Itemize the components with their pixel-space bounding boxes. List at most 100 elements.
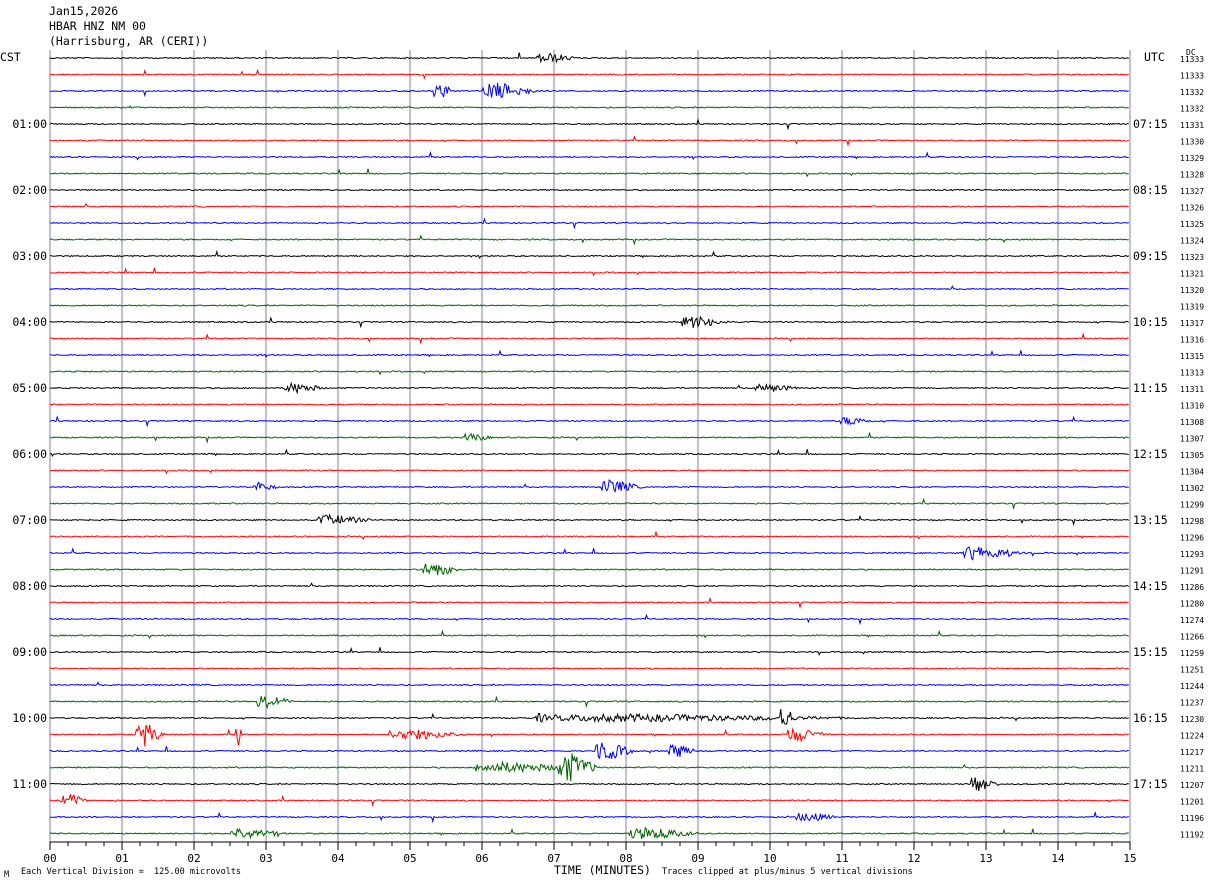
trace-27: [49, 479, 1129, 493]
trace-2: [49, 68, 1129, 80]
trace-1: [49, 52, 1130, 64]
dc-offset-label: 11207: [1180, 781, 1204, 790]
x-tick-label: 01: [115, 852, 128, 865]
trace-13: [50, 249, 1130, 260]
dc-offset-label: 11325: [1180, 220, 1204, 229]
trace-24: [49, 431, 1130, 444]
x-tick-label: 00: [43, 852, 56, 865]
utc-hour-label: 08:15: [1133, 183, 1168, 197]
trace-45: [49, 777, 1129, 791]
trace-23: [49, 415, 1129, 428]
dc-offset-label: 11308: [1180, 418, 1204, 427]
trace-30: [49, 530, 1129, 541]
dc-offset-label: 11296: [1180, 534, 1204, 543]
trace-8: [49, 168, 1129, 178]
trace-42: [49, 724, 1130, 747]
utc-hour-label: 13:15: [1133, 513, 1168, 527]
utc-hour-label: 12:15: [1133, 447, 1168, 461]
dc-offset-label: 11274: [1180, 616, 1204, 625]
trace-3: [49, 82, 1129, 99]
dc-offset-label: 11224: [1180, 732, 1204, 741]
trace-16: [49, 303, 1129, 307]
dc-offset-label: 11329: [1180, 154, 1204, 163]
dc-header-label: DC: [1186, 48, 1196, 57]
dc-offset-label: 11320: [1180, 286, 1204, 295]
trace-35: [49, 613, 1129, 626]
cst-hour-label: 02:00: [12, 183, 47, 197]
dc-offset-label: 11302: [1180, 484, 1204, 493]
dc-offset-label: 11327: [1180, 187, 1204, 196]
cst-hour-label: 08:00: [12, 579, 47, 593]
dc-offset-label: 11311: [1180, 385, 1204, 394]
utc-hour-label: 14:15: [1133, 579, 1168, 593]
trace-38: [49, 667, 1129, 670]
cst-hour-label: 05:00: [12, 381, 47, 395]
location-label: (Harrisburg, AR (CERI)): [49, 34, 209, 48]
cst-hour-label: 10:00: [12, 711, 47, 725]
trace-15: [49, 285, 1129, 291]
date-label: Jan15,2026: [49, 4, 119, 18]
dc-offset-label: 11331: [1180, 121, 1204, 130]
x-tick-label: 15: [1123, 852, 1136, 865]
dc-offset-label: 11323: [1180, 253, 1204, 262]
x-tick-label: 04: [331, 852, 345, 865]
seismic-traces: [49, 52, 1130, 840]
dc-offset-label: 11333: [1180, 55, 1204, 64]
trace-37: [49, 646, 1130, 656]
dc-offset-label: 11286: [1180, 583, 1204, 592]
x-axis-title: TIME (MINUTES): [554, 863, 651, 877]
cst-hour-label: 09:00: [12, 645, 47, 659]
x-tick-label: 05: [403, 852, 416, 865]
utc-hour-label: 17:15: [1133, 777, 1168, 791]
dc-offset-label: 11291: [1180, 567, 1204, 576]
trace-20: [49, 370, 1130, 376]
dc-offset-label: 11333: [1180, 72, 1204, 81]
dc-offset-label: 11321: [1180, 270, 1204, 279]
station-label: HBAR HNZ NM 00: [49, 19, 146, 33]
utc-hour-label: 07:15: [1133, 117, 1168, 131]
dc-offset-label: 11319: [1180, 303, 1204, 312]
dc-offset-labels: 11333 11333 11332 11332 11331 11330 11329 11328…: [1180, 55, 1204, 840]
trace-10: [49, 202, 1129, 208]
left-timezone-label: CST: [0, 50, 21, 64]
x-tick-label: 08: [619, 852, 632, 865]
clip-note: Traces clipped at plus/minus 5 vertical …: [662, 867, 913, 877]
dc-offset-label: 11313: [1180, 369, 1204, 378]
trace-5: [49, 118, 1129, 131]
trace-12: [49, 234, 1129, 246]
cst-hour-label: 07:00: [12, 513, 47, 527]
dc-offset-label: 11316: [1180, 336, 1204, 345]
trace-22: [49, 402, 1129, 406]
trace-11: [49, 217, 1130, 230]
dc-offset-label: 11251: [1180, 666, 1204, 675]
trace-41: [50, 709, 1129, 725]
trace-4: [49, 105, 1129, 109]
cst-hour-label: 01:00: [12, 117, 47, 131]
dc-offset-label: 11330: [1180, 138, 1204, 147]
trace-28: [49, 497, 1129, 510]
x-tick-label: 06: [475, 852, 488, 865]
trace-25: [49, 448, 1129, 458]
trace-39: [49, 681, 1130, 687]
cst-hour-label: 06:00: [12, 447, 47, 461]
trace-46: [49, 794, 1129, 807]
dc-offset-label: 11259: [1180, 649, 1204, 658]
trace-32: [49, 563, 1129, 576]
utc-hour-label: 11:15: [1133, 381, 1168, 395]
trace-48: [49, 826, 1129, 840]
dc-offset-label: 11196: [1180, 814, 1204, 823]
dc-offset-label: 11217: [1180, 748, 1204, 757]
trace-36: [49, 629, 1129, 640]
logo-mark: M: [4, 870, 10, 880]
utc-hour-label: 15:15: [1133, 645, 1168, 659]
trace-7: [49, 150, 1129, 161]
trace-6: [49, 135, 1130, 147]
dc-offset-label: 11211: [1180, 765, 1204, 774]
trace-17: [49, 315, 1130, 329]
x-tick-label: 07: [547, 852, 560, 865]
x-tick-label: 02: [187, 852, 200, 865]
cst-hour-labels: 01:00 02:00 03:00 04:00 05:00 06:00 07:00 08:00…: [12, 117, 47, 791]
trace-43: [49, 742, 1129, 760]
dc-offset-label: 11293: [1180, 550, 1204, 559]
